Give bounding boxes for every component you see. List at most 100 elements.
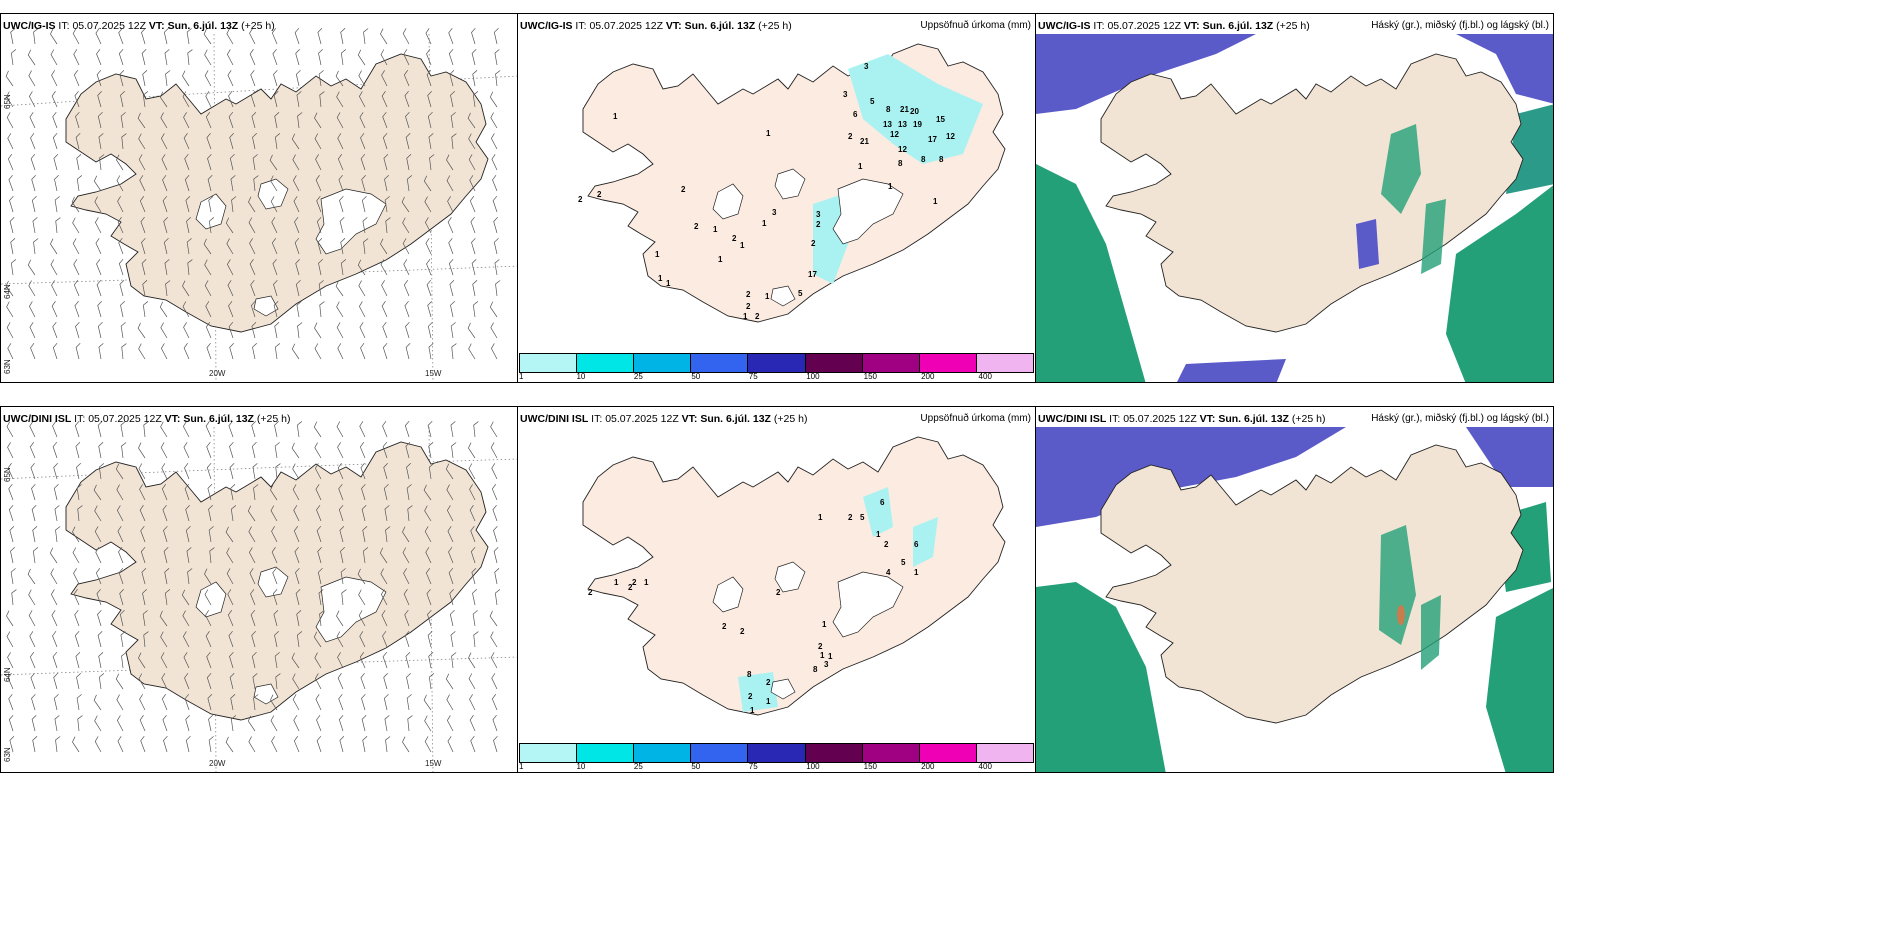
wind-barb bbox=[423, 175, 432, 192]
wind-barb bbox=[272, 258, 278, 276]
wind-barb bbox=[208, 526, 214, 543]
wind-barb bbox=[293, 505, 300, 522]
wind-barb bbox=[76, 484, 82, 501]
wind-barb bbox=[98, 673, 105, 690]
wind-barb bbox=[208, 736, 214, 753]
precip-value: 2 bbox=[722, 622, 727, 631]
precip-value: 1 bbox=[858, 162, 863, 171]
colorbar-swatch bbox=[691, 744, 749, 762]
colorbar-tick: 200 bbox=[921, 762, 935, 771]
wind-barb bbox=[94, 196, 102, 213]
wind-barb bbox=[384, 715, 390, 732]
wind-barb bbox=[340, 28, 346, 45]
wind-barb bbox=[225, 217, 234, 234]
wind-barb bbox=[467, 322, 476, 339]
wind-barb bbox=[359, 652, 366, 669]
wind-barb bbox=[271, 547, 278, 564]
wind-barb bbox=[31, 693, 36, 711]
wind-barb bbox=[249, 28, 256, 45]
precip-value: 1 bbox=[613, 112, 618, 121]
wind-barb bbox=[402, 28, 410, 45]
wind-barb bbox=[249, 259, 256, 276]
wind-barb bbox=[72, 526, 80, 543]
wind-barb bbox=[161, 694, 168, 711]
wind-barb bbox=[316, 195, 322, 213]
wind-barb bbox=[293, 715, 300, 732]
wind-barb bbox=[141, 48, 147, 66]
wind-barb bbox=[183, 133, 190, 150]
wind-barb bbox=[384, 196, 390, 213]
wind-barb bbox=[7, 442, 14, 459]
wind-barb bbox=[317, 237, 323, 255]
wind-barb bbox=[362, 547, 369, 564]
wind-barb bbox=[491, 154, 498, 171]
wind-barb bbox=[142, 610, 148, 627]
wind-barb bbox=[98, 652, 104, 669]
wind-barb bbox=[7, 343, 14, 360]
wind-barb bbox=[9, 735, 15, 753]
wind-barb bbox=[53, 694, 59, 711]
wind-barb bbox=[469, 715, 476, 732]
wind-barb bbox=[72, 547, 80, 564]
wind-barb bbox=[164, 589, 171, 606]
wind-barb bbox=[31, 483, 36, 501]
precip-value: 1 bbox=[655, 250, 660, 259]
wind-barbs bbox=[6, 420, 501, 753]
wind-barb bbox=[295, 567, 300, 585]
wind-barb bbox=[338, 693, 344, 711]
wind-barb bbox=[251, 420, 256, 438]
mid-cloud-e bbox=[1486, 588, 1553, 772]
wind-barb bbox=[183, 442, 190, 459]
wind-barb bbox=[449, 610, 455, 627]
wind-barb bbox=[250, 609, 256, 627]
wind-barb bbox=[357, 49, 366, 66]
wind-barb bbox=[94, 736, 102, 753]
wind-barb bbox=[318, 49, 324, 66]
wind-barb bbox=[318, 259, 324, 276]
wind-barb bbox=[495, 280, 501, 297]
wind-barb bbox=[29, 631, 36, 648]
wind-barb bbox=[490, 421, 498, 438]
cloud-map bbox=[1036, 427, 1553, 772]
wind-barb bbox=[73, 568, 80, 585]
wind-barb bbox=[470, 546, 476, 564]
wind-barb bbox=[30, 133, 36, 150]
precip-value: 15 bbox=[936, 115, 945, 124]
colorbar-swatch bbox=[805, 354, 863, 372]
wind-barb bbox=[118, 567, 124, 585]
wind-barb bbox=[337, 442, 344, 459]
wind-barb bbox=[428, 343, 434, 360]
wind-barb bbox=[424, 736, 432, 753]
wind-barb bbox=[405, 342, 411, 360]
precip-value: 1 bbox=[828, 652, 833, 661]
wind-barb bbox=[159, 610, 168, 627]
wind-barb bbox=[292, 463, 300, 480]
wind-barb bbox=[31, 714, 37, 732]
wind-barb bbox=[292, 175, 300, 192]
wind-barb bbox=[403, 49, 410, 66]
wind-barb bbox=[292, 154, 300, 171]
wind-barb bbox=[207, 483, 213, 501]
wind-barb bbox=[229, 154, 235, 171]
precip-value: 13 bbox=[883, 120, 892, 129]
precip-value: 1 bbox=[614, 578, 619, 587]
wind-barb bbox=[119, 69, 125, 87]
wind-barb bbox=[473, 421, 479, 438]
wind-barb bbox=[427, 322, 433, 339]
wind-barb bbox=[446, 175, 454, 192]
wind-barb bbox=[159, 91, 168, 108]
wind-barb bbox=[252, 673, 258, 690]
wind-barb bbox=[33, 28, 39, 45]
precip-value: 12 bbox=[898, 145, 907, 154]
wind-barb bbox=[383, 672, 388, 690]
wind-barb bbox=[428, 673, 435, 690]
wind-barb bbox=[360, 672, 366, 690]
wind-barb bbox=[493, 238, 499, 255]
wind-barb bbox=[205, 301, 212, 318]
wind-barb bbox=[182, 91, 190, 108]
wind-barb bbox=[53, 153, 59, 171]
wind-barb bbox=[424, 217, 432, 234]
wind-barb bbox=[448, 48, 454, 66]
colorbar-tick: 50 bbox=[691, 372, 701, 381]
lat-label-65n: 65N bbox=[3, 94, 12, 109]
